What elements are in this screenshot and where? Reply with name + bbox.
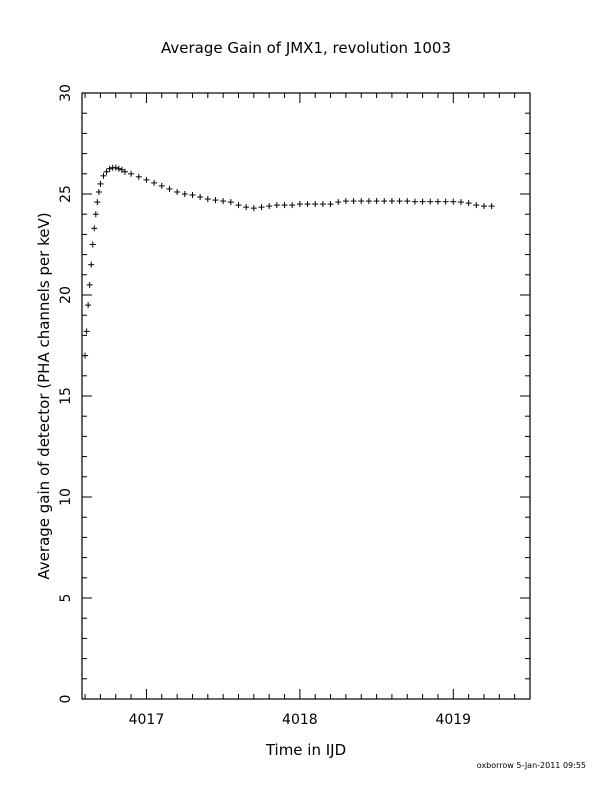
data-point [273, 202, 280, 209]
data-point [296, 201, 303, 208]
data-point [135, 173, 142, 180]
data-point [143, 176, 150, 183]
data-point [100, 172, 107, 179]
footer-timestamp: oxborrow 5-Jan-2011 09:55 [477, 761, 586, 770]
axis-ticks [82, 92, 531, 700]
data-point [103, 168, 110, 175]
data-point [442, 198, 449, 205]
data-point [243, 204, 250, 211]
data-point [457, 199, 464, 206]
x-tick-label: 4017 [129, 712, 165, 728]
data-point [89, 241, 96, 248]
data-point [250, 205, 257, 212]
data-point [158, 182, 165, 189]
data-point [112, 164, 119, 171]
data-point [95, 188, 102, 195]
data-point [396, 198, 403, 205]
data-point [97, 180, 104, 187]
data-point [181, 191, 188, 197]
data-point [189, 192, 196, 199]
data-point [166, 185, 173, 192]
x-tick-label: 4018 [282, 712, 318, 728]
data-point [121, 168, 128, 175]
data-point [312, 201, 319, 208]
data-point [404, 198, 411, 205]
data-point [220, 198, 227, 205]
data-points [82, 164, 495, 359]
data-point [304, 201, 311, 208]
data-point [373, 198, 380, 205]
data-point [235, 202, 242, 209]
plot-frame [81, 92, 531, 700]
data-point [488, 203, 495, 210]
y-tick-label: 0 [58, 695, 74, 704]
data-point [88, 261, 95, 268]
y-tick-label: 15 [58, 387, 74, 405]
data-point [350, 198, 357, 205]
y-tick-label: 5 [58, 594, 74, 603]
data-point [212, 197, 219, 204]
data-point [118, 166, 125, 173]
data-point [335, 199, 342, 206]
data-point [115, 165, 122, 172]
data-point [289, 202, 296, 209]
data-point [151, 179, 158, 186]
data-point [381, 198, 388, 205]
data-point [83, 328, 90, 335]
data-point [480, 203, 487, 210]
data-point [266, 203, 273, 210]
y-tick-label: 25 [58, 185, 74, 203]
data-point [281, 202, 288, 209]
axis-tick-labels: 0 5 10 15 20 25 30 4017 4018 4019 [58, 84, 471, 728]
data-point [204, 196, 211, 203]
data-point [465, 200, 472, 207]
y-axis-label: Average gain of detector (PHA channels p… [35, 212, 53, 579]
data-point [86, 281, 93, 288]
data-point [85, 302, 92, 309]
y-tick-label: 30 [58, 84, 74, 102]
data-point [258, 204, 265, 211]
chart-title: Average Gain of JMX1, revolution 1003 [161, 39, 451, 57]
data-point [227, 199, 234, 206]
data-point [419, 198, 426, 205]
data-point [358, 198, 365, 205]
data-point [94, 199, 101, 206]
y-tick-label: 20 [58, 286, 74, 304]
data-point [473, 202, 480, 209]
data-point [82, 352, 89, 359]
x-tick-label: 4019 [435, 712, 471, 728]
data-point [319, 201, 326, 208]
data-point [427, 198, 434, 205]
data-point [174, 188, 181, 195]
data-point [128, 170, 135, 177]
data-point [342, 198, 349, 205]
data-point [450, 198, 457, 205]
data-point [106, 165, 113, 172]
data-point [365, 198, 372, 205]
data-point [411, 198, 418, 205]
data-point [388, 198, 395, 205]
data-point [197, 194, 204, 201]
x-axis-label: Time in IJD [265, 741, 346, 759]
data-point [327, 201, 334, 208]
data-point [91, 225, 98, 232]
y-tick-label: 10 [58, 488, 74, 506]
data-point [434, 198, 441, 205]
data-point [92, 211, 99, 218]
